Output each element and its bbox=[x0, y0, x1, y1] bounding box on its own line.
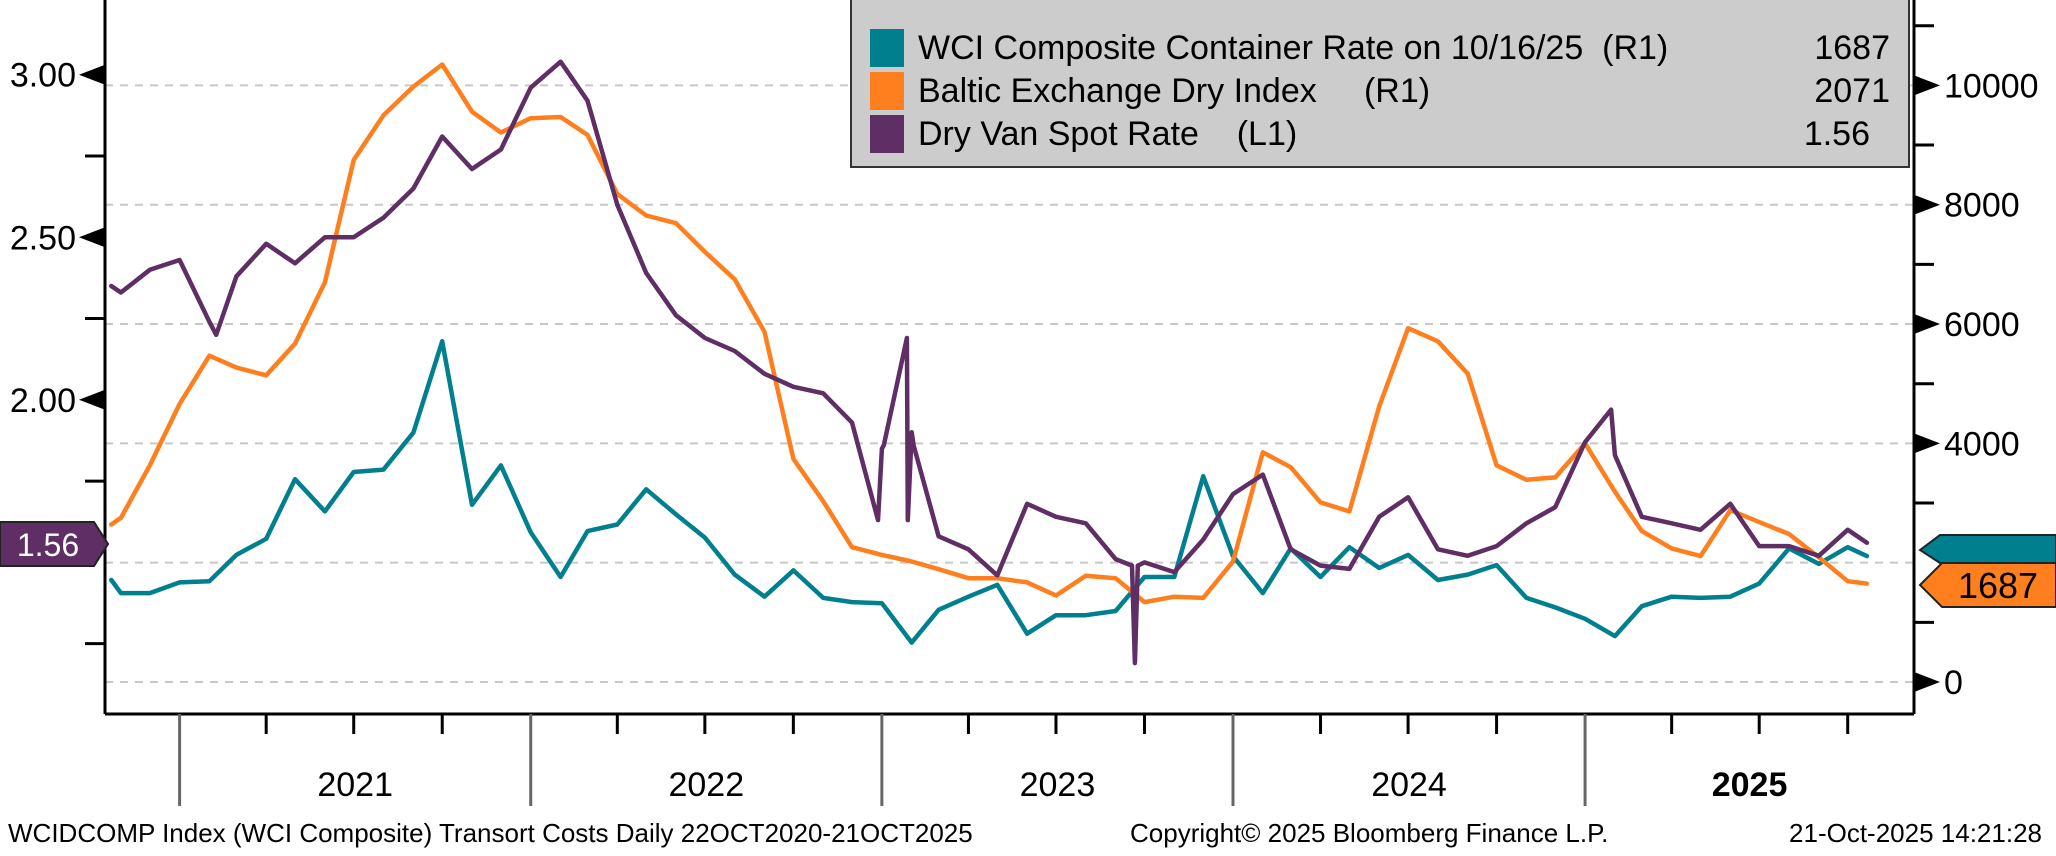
legend: WCI Composite Container Rate on 10/16/25… bbox=[850, 0, 1910, 168]
footer-timestamp: 21-Oct-2025 14:21:28 bbox=[1789, 818, 2042, 848]
legend-value: 1687 bbox=[1814, 28, 1890, 67]
right-tick-arrow bbox=[1914, 433, 1940, 454]
right-tick-label: 4000 bbox=[1944, 425, 2020, 463]
x-tick-label: 2023 bbox=[1020, 766, 1096, 804]
left-tick-arrow bbox=[79, 64, 105, 85]
legend-swatch-orange bbox=[870, 72, 904, 110]
left-tick-label: 3.00 bbox=[10, 57, 76, 95]
right-last-value-tags: 1687 bbox=[1918, 534, 2056, 608]
axes bbox=[79, 0, 1940, 806]
legend-item-bdi: Baltic Exchange Dry Index (R1) 2071 bbox=[870, 71, 1890, 111]
left-tick-label: 2.00 bbox=[10, 382, 76, 420]
right-tick-label: 0 bbox=[1944, 664, 1963, 702]
left-tick-arrow bbox=[79, 227, 105, 248]
legend-value: 1.56 bbox=[1803, 114, 1870, 153]
left-last-value-tag: 1.56 bbox=[0, 521, 110, 567]
legend-item-dry-van: Dry Van Spot Rate (L1) 1.56 bbox=[870, 114, 1890, 154]
gridlines bbox=[105, 84, 1914, 683]
right-tick-arrow bbox=[1914, 194, 1940, 215]
left-tick-arrow bbox=[79, 389, 105, 410]
x-tick-label: 2025 bbox=[1712, 766, 1788, 804]
teal-tag bbox=[1918, 534, 2056, 564]
legend-swatch-teal bbox=[870, 29, 904, 67]
left-tag-value: 1.56 bbox=[17, 527, 79, 563]
right-tick-label: 10000 bbox=[1944, 67, 2039, 105]
footer-copyright: Copyright© 2025 Bloomberg Finance L.P. bbox=[1130, 818, 1609, 848]
x-tick-label: 2022 bbox=[668, 766, 744, 804]
right-tick-arrow bbox=[1914, 672, 1940, 692]
legend-swatch-purple bbox=[870, 115, 904, 153]
tick-labels: 0 4000 6000 8000 10000 2.00 2.50 3.00 2021 2022 20… bbox=[10, 57, 2039, 804]
series-line-wci bbox=[109, 339, 1870, 645]
x-tick-label: 2024 bbox=[1371, 766, 1447, 804]
legend-value: 2071 bbox=[1814, 71, 1890, 110]
legend-label: Baltic Exchange Dry Index (R1) bbox=[918, 71, 1431, 110]
orange-tag bbox=[1918, 562, 2056, 608]
orange-tag-value: 1687 bbox=[1958, 565, 2038, 606]
x-tick-label: 2021 bbox=[317, 766, 393, 804]
footer-source: WCIDCOMP Index (WCI Composite) Transort … bbox=[8, 818, 973, 848]
legend-item-wci: WCI Composite Container Rate on 10/16/25… bbox=[870, 28, 1890, 68]
series-line-dry-van bbox=[109, 59, 1870, 666]
legend-label: Dry Van Spot Rate (L1) bbox=[918, 114, 1298, 153]
right-tick-arrow bbox=[1914, 75, 1940, 96]
left-tick-label: 2.50 bbox=[10, 219, 76, 257]
right-tick-arrow bbox=[1914, 314, 1940, 335]
right-tick-label: 6000 bbox=[1944, 306, 2020, 344]
legend-label: WCI Composite Container Rate on 10/16/25… bbox=[918, 28, 1669, 67]
right-tick-label: 8000 bbox=[1944, 187, 2020, 225]
series-lines bbox=[109, 59, 1870, 666]
